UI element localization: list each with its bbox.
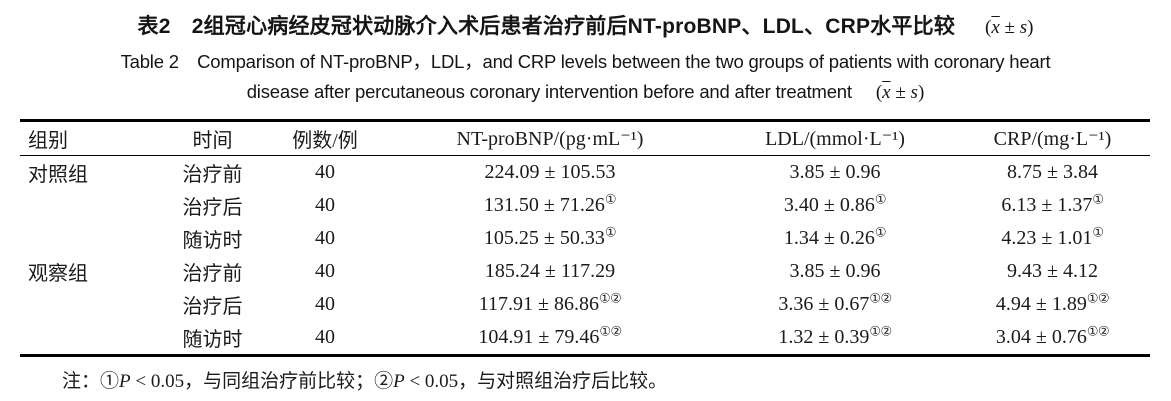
footnote-marker: ① [874, 191, 887, 207]
value: 1.34 ± 0.26 [783, 227, 875, 249]
p-value-symbol: P [393, 371, 405, 392]
cell-n: 40 [315, 227, 335, 249]
cell-ldl: 1.34 ± 0.26① [715, 222, 955, 255]
cell-n: 40 [315, 326, 335, 348]
footnote-marker: ① [1092, 224, 1104, 240]
cell-ldl: 3.85 ± 0.96 [715, 255, 955, 288]
footnote-lead: 注：① [62, 371, 120, 392]
value: 4.94 ± 1.89 [995, 293, 1087, 315]
cell-ldl: 3.40 ± 0.86① [715, 189, 955, 222]
col-header-ldl: LDL/(mmol·L⁻¹) [715, 120, 955, 156]
footnote-marker: ① [874, 224, 887, 240]
footnote-marker: ① [604, 224, 617, 240]
value: 3.40 ± 0.86 [783, 194, 875, 216]
cell-time: 治疗后 [182, 296, 243, 318]
value: 9.43 ± 4.12 [1007, 260, 1098, 282]
col-header-ntprobnp: NT-proBNP/(pg·mL⁻¹) [385, 120, 715, 156]
cell-time: 治疗前 [182, 263, 243, 285]
table-header-row: 组别 时间 例数/例 NT-proBNP/(pg·mL⁻¹) LDL/(mmol… [20, 120, 1150, 156]
cell-n: 40 [315, 161, 335, 183]
cell-group: 观察组 [28, 263, 88, 285]
value: 6.13 ± 1.37 [1001, 194, 1093, 216]
cell-group [20, 321, 160, 356]
col-header-n: 例数/例 [265, 120, 385, 156]
value: 8.75 ± 3.84 [1007, 161, 1098, 183]
value: 104.91 ± 79.46 [478, 326, 600, 348]
footnote-marker: ①② [869, 290, 892, 306]
footnote-marker: ①② [869, 323, 892, 339]
table-row: 治疗后 40 117.91 ± 86.86①② 3.36 ± 0.67①② 4.… [20, 288, 1150, 321]
footnote-marker: ①② [599, 323, 622, 339]
table-title-english-line1: Table 2 Comparison of NT-proBNP，LDL，and … [120, 51, 1051, 72]
col-header-group: 组别 [20, 120, 160, 156]
col-header-time: 时间 [160, 120, 265, 156]
cell-crp: 8.75 ± 3.84 [955, 156, 1150, 190]
cell-crp: 4.23 ± 1.01① [955, 222, 1150, 255]
comparison-table: 组别 时间 例数/例 NT-proBNP/(pg·mL⁻¹) LDL/(mmol… [20, 119, 1150, 357]
value: 3.36 ± 0.67 [778, 293, 870, 315]
value: 185.24 ± 117.29 [484, 260, 616, 282]
cell-group [20, 189, 160, 222]
value: 3.85 ± 0.96 [789, 260, 881, 282]
value: 3.85 ± 0.96 [789, 161, 881, 183]
footnote-text: < 0.05，与对照组治疗后比较。 [404, 371, 668, 392]
stat-notation: (x ± s) [985, 17, 1034, 38]
value: 224.09 ± 105.53 [484, 161, 616, 183]
table-row: 随访时 40 104.91 ± 79.46①② 1.32 ± 0.39①② 3.… [20, 321, 1150, 356]
cell-time: 治疗后 [182, 197, 243, 219]
cell-ntprobnp: 117.91 ± 86.86①② [385, 288, 715, 321]
footnote-marker: ① [604, 191, 617, 207]
cell-ntprobnp: 131.50 ± 71.26① [385, 189, 715, 222]
table-row: 观察组 治疗前 40 185.24 ± 117.29 3.85 ± 0.96 9… [20, 255, 1150, 288]
value: 117.91 ± 86.86 [478, 293, 599, 315]
cell-group [20, 288, 160, 321]
table-row: 对照组 治疗前 40 224.09 ± 105.53 3.85 ± 0.96 8… [20, 156, 1150, 190]
value: 4.23 ± 1.01 [1001, 227, 1093, 249]
cell-crp: 9.43 ± 4.12 [955, 255, 1150, 288]
cell-ntprobnp: 224.09 ± 105.53 [385, 156, 715, 190]
value: 1.32 ± 0.39 [778, 326, 870, 348]
value: 3.04 ± 0.76 [995, 326, 1087, 348]
footnote-marker: ①② [598, 290, 622, 306]
cell-ldl: 3.85 ± 0.96 [715, 156, 955, 190]
cell-group [20, 222, 160, 255]
table-title-chinese: 表2 2组冠心病经皮冠状动脉介入术后患者治疗前后NT-proBNP、LDL、CR… [0, 0, 1171, 42]
table-footnote: 注：①P < 0.05，与同组治疗前比较；②P < 0.05，与对照组治疗后比较… [62, 366, 1171, 393]
table-row: 治疗后 40 131.50 ± 71.26① 3.40 ± 0.86① 6.13… [20, 189, 1150, 222]
cell-n: 40 [315, 293, 335, 315]
cell-n: 40 [315, 260, 335, 282]
cell-time: 随访时 [182, 230, 243, 252]
cell-ldl: 1.32 ± 0.39①② [715, 321, 955, 356]
value: 105.25 ± 50.33 [483, 227, 605, 249]
p-value-symbol: P [119, 371, 131, 392]
cell-n: 40 [315, 194, 335, 216]
cell-ntprobnp: 105.25 ± 50.33① [385, 222, 715, 255]
stat-notation: (x ± s) [875, 82, 925, 103]
table-row: 随访时 40 105.25 ± 50.33① 1.34 ± 0.26① 4.23… [20, 222, 1150, 255]
col-header-crp: CRP/(mg·L⁻¹) [955, 120, 1150, 156]
cell-ntprobnp: 104.91 ± 79.46①② [385, 321, 715, 356]
footnote-marker: ①② [1086, 290, 1110, 306]
value: 131.50 ± 71.26 [483, 194, 605, 216]
cell-group: 对照组 [28, 164, 88, 186]
footnote-text: < 0.05，与同组治疗前比较；② [130, 371, 394, 392]
table-title-english-line2: disease after percutaneous coronary inte… [0, 79, 1171, 106]
cell-time: 随访时 [182, 329, 243, 351]
cell-ntprobnp: 185.24 ± 117.29 [385, 255, 715, 288]
cell-ldl: 3.36 ± 0.67①② [715, 288, 955, 321]
cell-crp: 4.94 ± 1.89①② [955, 288, 1150, 321]
footnote-marker: ① [1092, 191, 1104, 207]
cell-time: 治疗前 [182, 164, 243, 186]
footnote-marker: ①② [1086, 323, 1110, 339]
cell-crp: 6.13 ± 1.37① [955, 189, 1150, 222]
table-title-english-line2-text: disease after percutaneous coronary inte… [246, 81, 852, 102]
cell-crp: 3.04 ± 0.76①② [955, 321, 1150, 356]
table-title-chinese-text: 表2 2组冠心病经皮冠状动脉介入术后患者治疗前后NT-proBNP、LDL、CR… [137, 15, 956, 38]
